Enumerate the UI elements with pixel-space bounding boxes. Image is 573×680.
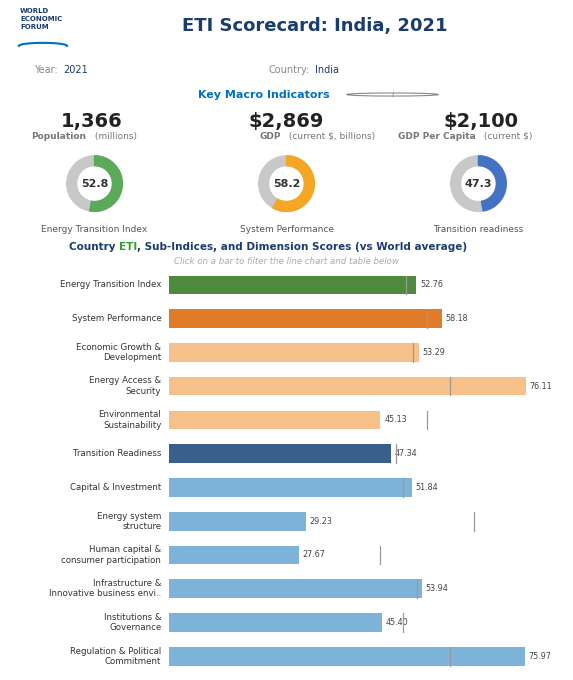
Text: 52.76: 52.76 — [420, 280, 443, 289]
Text: 75.97: 75.97 — [529, 652, 552, 661]
Text: Country: Country — [69, 242, 119, 252]
Text: 45.13: 45.13 — [384, 415, 407, 424]
Text: 2021: 2021 — [63, 65, 88, 75]
Text: 58.2: 58.2 — [273, 179, 300, 188]
Bar — [169, 275, 416, 294]
Text: ETI Scorecard: India, 2021: ETI Scorecard: India, 2021 — [182, 16, 448, 35]
Text: 47.3: 47.3 — [465, 179, 492, 188]
Text: 53.94: 53.94 — [426, 584, 448, 593]
Text: 27.67: 27.67 — [303, 551, 325, 560]
Text: WORLD
ECONOMIC
FORUM: WORLD ECONOMIC FORUM — [20, 7, 62, 30]
Polygon shape — [451, 156, 506, 211]
Text: i: i — [391, 90, 394, 99]
Bar — [169, 478, 412, 496]
Text: Key Macro Indicators: Key Macro Indicators — [198, 90, 329, 99]
Bar — [169, 647, 525, 666]
Text: 53.29: 53.29 — [422, 348, 445, 357]
Text: System Performance: System Performance — [240, 224, 333, 234]
Text: 47.34: 47.34 — [395, 449, 417, 458]
Text: GDP: GDP — [259, 132, 281, 141]
Text: Transition readiness: Transition readiness — [433, 224, 524, 234]
Text: Transition Readiness: Transition Readiness — [73, 449, 161, 458]
Text: System Performance: System Performance — [72, 314, 161, 323]
Text: (current $, billions): (current $, billions) — [286, 132, 376, 141]
Text: $2,100: $2,100 — [444, 112, 519, 131]
Bar — [169, 613, 382, 632]
Bar — [169, 377, 525, 395]
Text: Country:: Country: — [268, 65, 309, 75]
Text: Energy Access &
Security: Energy Access & Security — [89, 377, 161, 396]
Bar — [169, 343, 419, 362]
Text: Regulation & Political
Commitment: Regulation & Political Commitment — [70, 647, 161, 666]
Text: 29.23: 29.23 — [310, 517, 332, 526]
Text: Energy Transition Index: Energy Transition Index — [41, 224, 148, 234]
Text: 45.40: 45.40 — [386, 618, 408, 627]
Polygon shape — [273, 156, 314, 211]
Text: Energy Transition Index: Energy Transition Index — [60, 280, 161, 289]
Polygon shape — [478, 156, 506, 211]
Bar — [169, 445, 391, 463]
Text: Infrastructure &
Innovative business envi..: Infrastructure & Innovative business env… — [49, 579, 161, 598]
Bar — [169, 579, 422, 598]
Text: 58.18: 58.18 — [445, 314, 468, 323]
Text: Institutions &
Governance: Institutions & Governance — [104, 613, 161, 632]
Text: 1,366: 1,366 — [61, 112, 123, 131]
Text: ETI: ETI — [119, 242, 137, 252]
Text: GDP Per Capita: GDP Per Capita — [398, 132, 476, 141]
Bar — [169, 512, 306, 530]
Text: Energy system
structure: Energy system structure — [97, 511, 161, 531]
Text: Economic Growth &
Development: Economic Growth & Development — [76, 343, 161, 362]
Text: , Sub-Indices, and Dimension Scores (vs World average): , Sub-Indices, and Dimension Scores (vs … — [137, 242, 467, 252]
Text: Environmental
Sustainability: Environmental Sustainability — [99, 410, 161, 430]
Polygon shape — [90, 156, 122, 211]
Text: Capital & Investment: Capital & Investment — [70, 483, 161, 492]
Text: Year:: Year: — [34, 65, 57, 75]
Text: 51.84: 51.84 — [415, 483, 438, 492]
Text: India: India — [315, 65, 339, 75]
Text: Human capital &
consumer participation: Human capital & consumer participation — [61, 545, 161, 564]
Text: (millions): (millions) — [92, 132, 137, 141]
Bar — [169, 546, 299, 564]
Bar — [169, 309, 442, 328]
Text: 52.8: 52.8 — [81, 179, 108, 188]
Text: Population: Population — [31, 132, 86, 141]
Text: $2,869: $2,869 — [249, 112, 324, 131]
Polygon shape — [67, 156, 122, 211]
Text: (current $): (current $) — [481, 132, 533, 141]
Text: 76.11: 76.11 — [529, 381, 552, 390]
Bar — [169, 411, 380, 429]
Polygon shape — [259, 156, 314, 211]
Text: Click on a bar to filter the line chart and table below: Click on a bar to filter the line chart … — [174, 256, 399, 266]
